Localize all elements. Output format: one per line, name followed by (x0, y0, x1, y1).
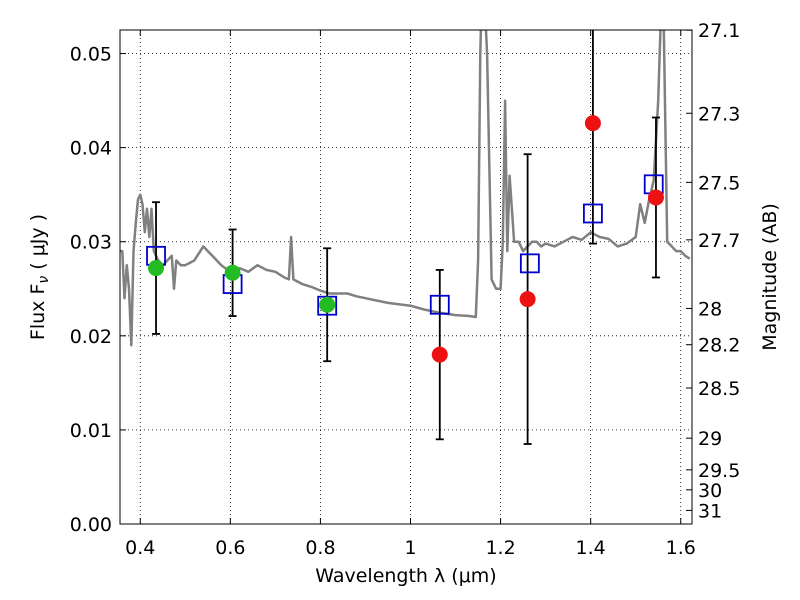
y-tick-label: 0.02 (70, 326, 112, 348)
points-layer (146, 30, 664, 445)
detection-point (224, 264, 241, 281)
mag-tick-label: 30 (698, 480, 722, 502)
mag-tick-label: 29 (698, 428, 722, 450)
y-axis-title-unit: ( μJy ) (27, 214, 49, 276)
x-tick-label: 1.4 (576, 537, 606, 559)
x-tick-label: 0.6 (215, 537, 245, 559)
y2-axis-title: Magnitude (AB) (759, 203, 781, 351)
x-tick-label: 1 (404, 537, 416, 559)
y-tick-label: 0.00 (70, 514, 112, 536)
y-tick-label: 0.04 (70, 138, 112, 160)
nondetection-point (584, 115, 601, 132)
model-point (429, 294, 450, 315)
mag-tick-label: 29.5 (698, 460, 740, 482)
mag-tick-label: 28.5 (698, 378, 740, 400)
nondetection-point (647, 189, 664, 206)
mag-tick-label: 28.2 (698, 335, 740, 357)
x-tick-label: 0.4 (125, 537, 155, 559)
detection-point (148, 260, 165, 277)
y-tick-label: 0.03 (70, 232, 112, 254)
plot-area (120, 30, 692, 524)
mag-tick-label: 27.5 (698, 172, 740, 194)
nondetection-point (519, 291, 536, 308)
mag-tick-label: 27.7 (698, 230, 740, 252)
y-tick-label: 0.05 (70, 44, 112, 66)
nondetection-point (431, 346, 448, 363)
model-point (583, 203, 603, 224)
y-tick-label: 0.01 (70, 420, 112, 442)
x-axis-title: Wavelength λ (μm) (315, 565, 496, 587)
mag-tick-label: 31 (698, 500, 722, 522)
plot-frame (119, 29, 693, 525)
detection-point (319, 296, 336, 313)
x-tick-label: 1.6 (666, 537, 696, 559)
model-point (317, 295, 338, 316)
mag-tick-label: 27.3 (698, 103, 740, 125)
mag-tick-label: 28 (698, 298, 722, 320)
model-point (519, 253, 540, 274)
ticks-layer: 0.4 0.6 0.8 1 1.2 1.4 1.6 0.00 0.01 0.02 0.03 0.04 0… (70, 20, 741, 559)
y-axis-title: Flux Fν ( μJy ) (27, 214, 52, 340)
y-axis-title-main: Flux F (27, 284, 49, 340)
x-tick-label: 1.2 (485, 537, 515, 559)
x-tick-label: 0.8 (305, 537, 335, 559)
mag-tick-label: 27.1 (698, 20, 740, 42)
y-axis-title-sub: ν (36, 276, 52, 284)
